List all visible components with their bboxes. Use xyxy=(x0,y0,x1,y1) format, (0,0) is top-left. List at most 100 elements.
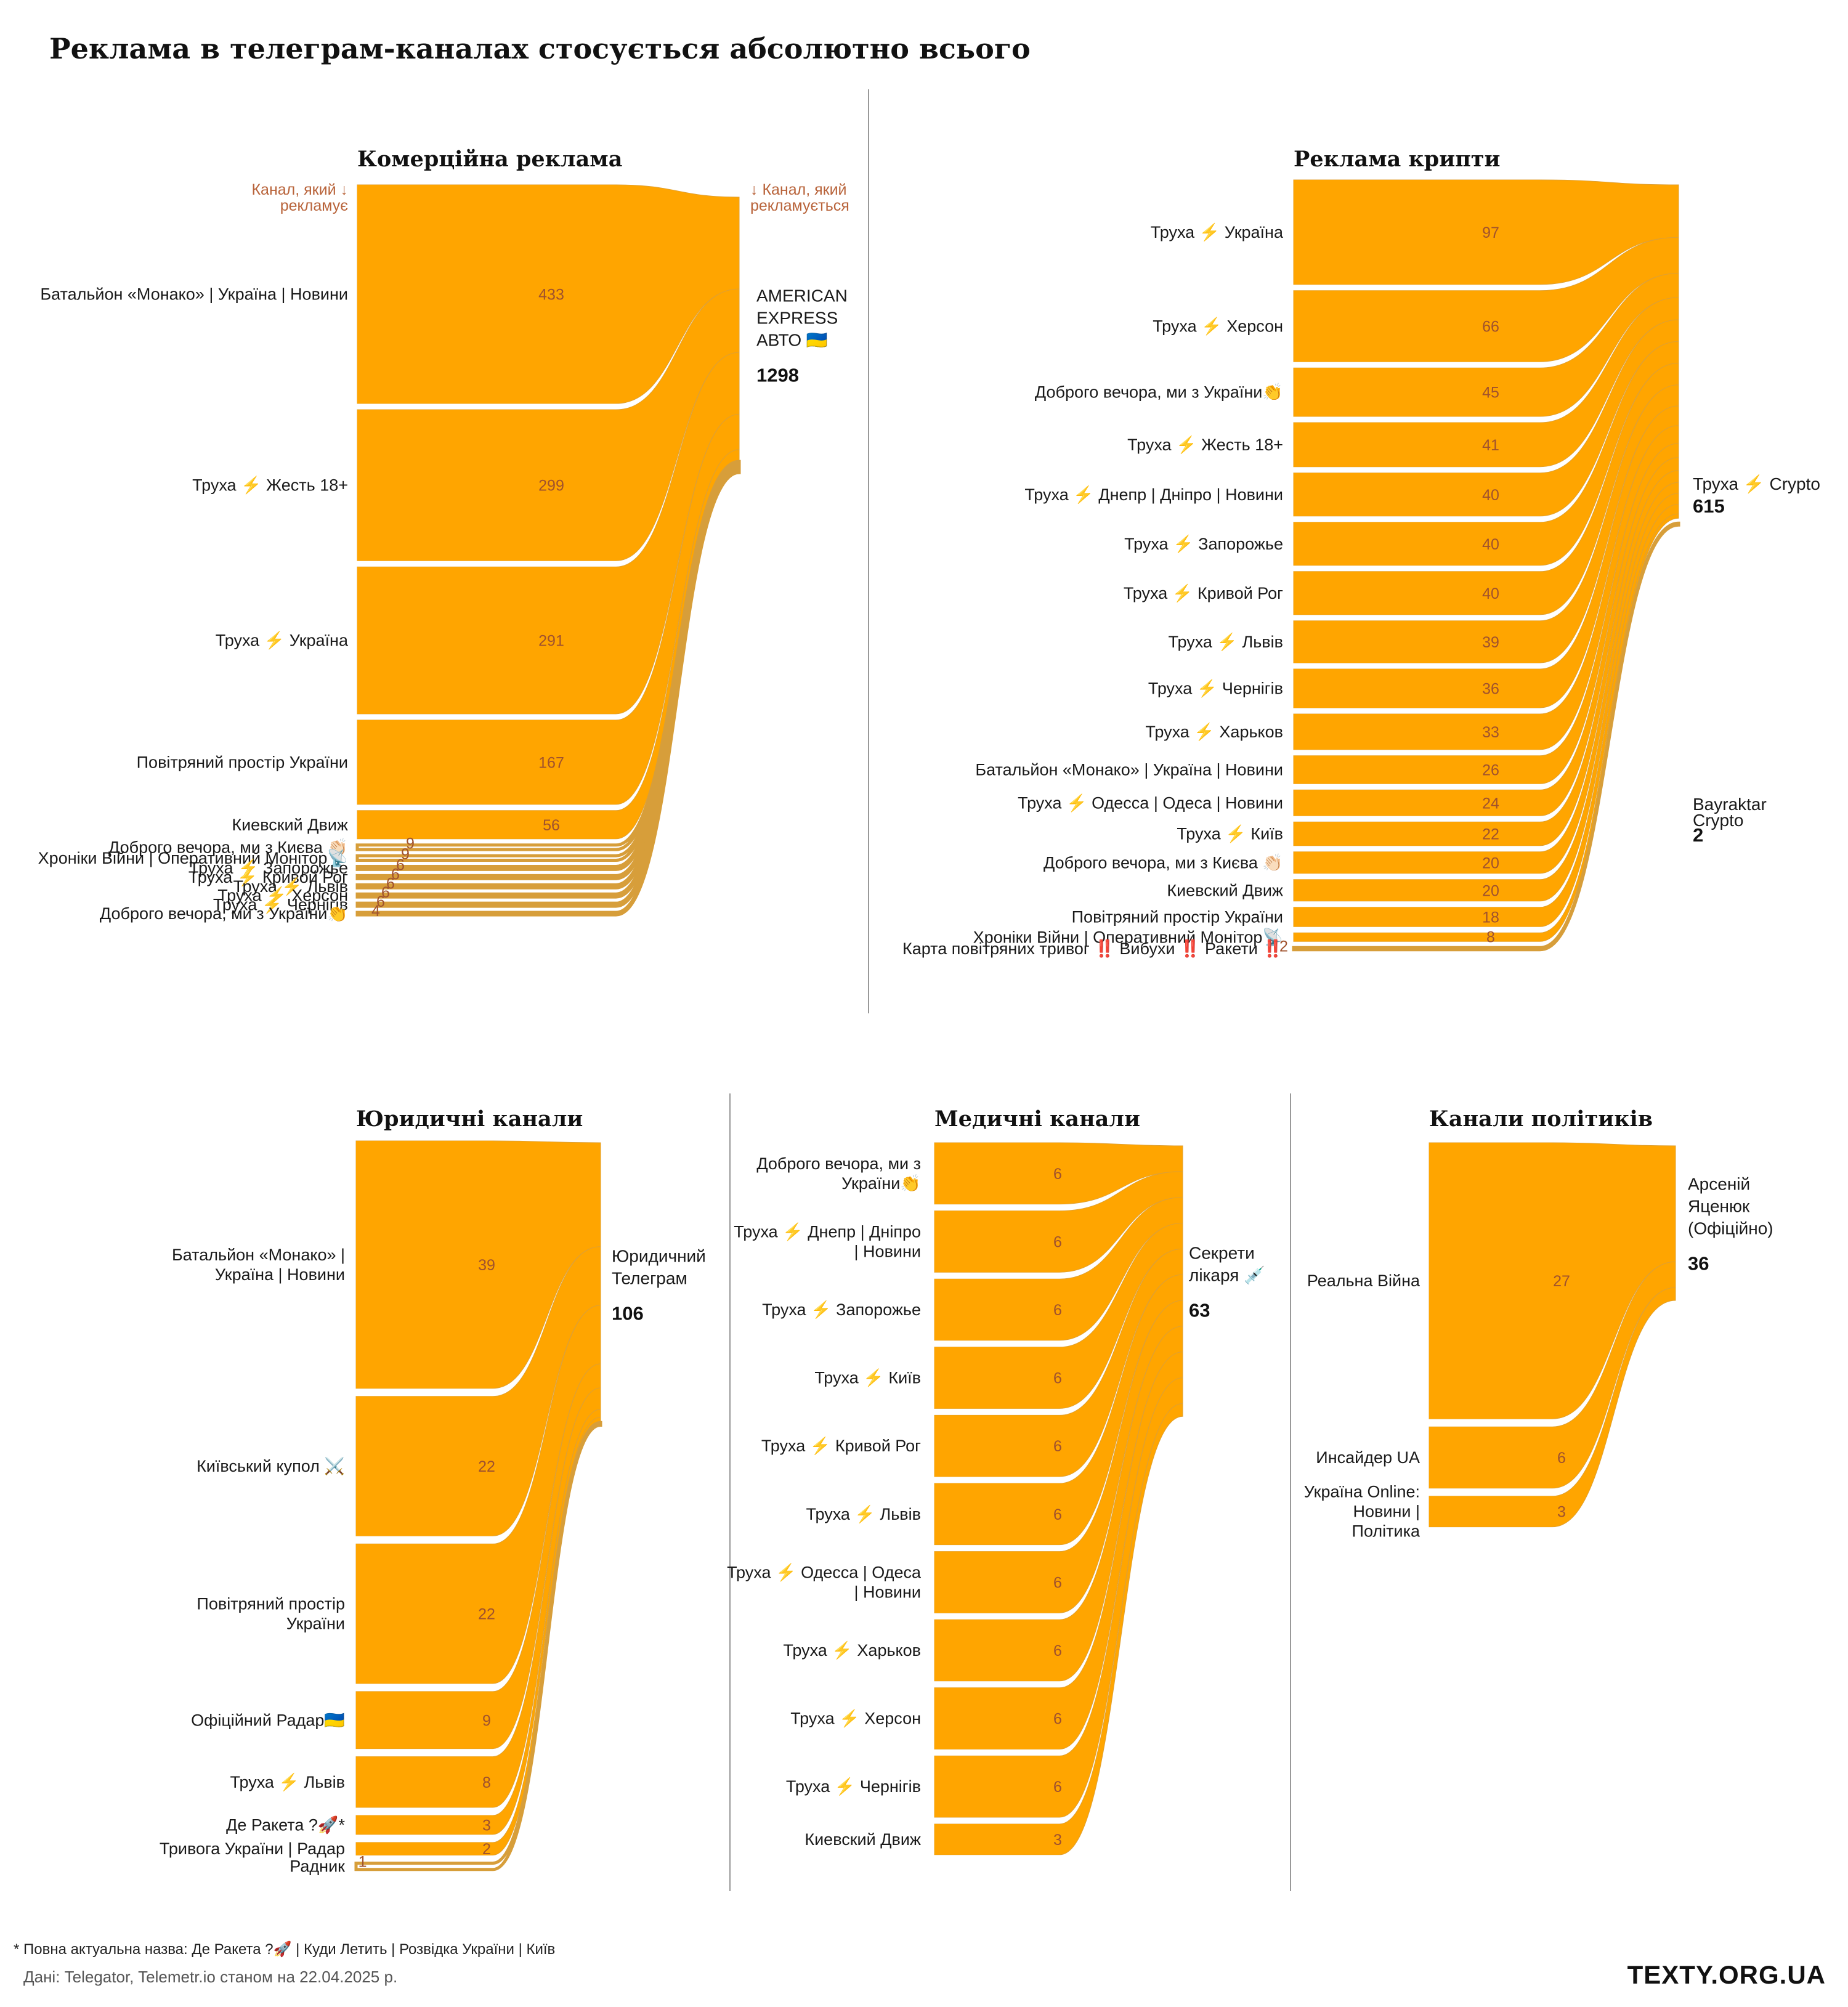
panel-title: Медичні канали xyxy=(934,1106,1140,1132)
source-label: Труха ⚡ Запорожье xyxy=(189,858,348,878)
source-label: Доброго вечора, ми з Києва 👏🏻 xyxy=(108,837,348,856)
target-label: AMERICAN EXPRESS АВТО 🇺🇦 xyxy=(756,286,848,350)
source-label: Повітряний простір України xyxy=(197,1595,345,1633)
source-label: Офіційний Радар🇺🇦 xyxy=(191,1711,345,1729)
source-node xyxy=(1294,522,1540,566)
source-node xyxy=(1294,472,1540,516)
value-label: 167 xyxy=(538,754,564,771)
value-label: 45 xyxy=(1482,384,1499,402)
target-column-note: ↓ Канал, який рекламується xyxy=(750,181,849,214)
source-label: Батальйон «Монако» | Україна | Новини xyxy=(975,761,1283,779)
source-label: Киевский Движ xyxy=(232,816,348,834)
value-label: 20 xyxy=(1482,854,1499,872)
value-label: 6 xyxy=(1053,1574,1062,1591)
value-label: 56 xyxy=(543,817,560,834)
source-label: Хроніки Війни | Оперативний Монітор📡 xyxy=(973,926,1283,946)
value-label: 22 xyxy=(478,1458,495,1475)
source-node xyxy=(1294,933,1540,942)
source-node xyxy=(934,1210,1060,1273)
source-node xyxy=(1294,368,1540,416)
source-label: Труха ⚡ Чернігів xyxy=(786,1777,921,1796)
source-label: Труха ⚡ Жесть 18+ xyxy=(1127,435,1283,455)
sankey-panel-4 xyxy=(934,1142,1183,1855)
flow-band xyxy=(355,470,741,917)
source-label: Труха ⚡ Україна xyxy=(216,631,349,651)
source-node xyxy=(934,1756,1060,1817)
source-node xyxy=(1294,851,1540,874)
value-label: 33 xyxy=(1482,724,1499,741)
sankey-panel-1-labels: Комерційна реклама 433 Батальйон «Монако» … xyxy=(38,147,849,923)
value-label: 9 xyxy=(482,1712,491,1729)
value-label: 4 xyxy=(371,902,380,920)
target-label: Секрети лікаря 💉 xyxy=(1189,1244,1265,1286)
value-label: 41 xyxy=(1482,437,1499,454)
value-label: 97 xyxy=(1482,224,1499,241)
source-label: Труха ⚡ Харьков xyxy=(783,1640,921,1660)
source-label: Труха ⚡ Кривой Рог xyxy=(761,1436,921,1456)
source-label: Радник xyxy=(290,1857,345,1876)
value-label: 6 xyxy=(381,884,390,901)
source-label: Труха ⚡ Запорожье xyxy=(1124,534,1283,554)
source-node xyxy=(356,1141,493,1389)
source-label: Киевский Движ xyxy=(804,1830,921,1849)
value-label: 66 xyxy=(1482,318,1499,336)
source-label: Доброго вечора, ми з України👏 xyxy=(100,904,348,923)
value-label: 22 xyxy=(478,1606,495,1623)
source-label: Труха ⚡ Херсон xyxy=(1153,317,1283,336)
value-label: 26 xyxy=(1482,762,1499,779)
value-label: 22 xyxy=(1482,826,1499,843)
source-node xyxy=(934,1415,1060,1477)
value-label: 8 xyxy=(1486,928,1495,946)
source-label: Труха ⚡ Київ xyxy=(814,1368,921,1388)
source-node xyxy=(934,1551,1060,1613)
footnote: * Повна актуальна назва: Де Ракета ?🚀 | … xyxy=(14,1941,556,1958)
source-label: Реальна Війна xyxy=(1307,1271,1420,1290)
source-label: Киевский Движ xyxy=(1167,881,1283,899)
source-node xyxy=(1294,822,1540,846)
value-label: 2 xyxy=(482,1841,491,1858)
value-label: 24 xyxy=(1482,795,1499,812)
value-label: 40 xyxy=(1482,585,1499,602)
value-label: 6 xyxy=(1053,1302,1062,1319)
panel-title: Реклама крипти xyxy=(1294,147,1500,172)
sankey-panel-2 xyxy=(1292,179,1680,952)
sankey-panel-2-labels: Реклама крипти 97 Труха ⚡ Україна 66 Труха ⚡… xyxy=(902,147,1820,958)
sankey-panel-4-labels: Медичні канали 6 Доброго вечора, ми з Украї… xyxy=(727,1106,1265,1849)
chart-title: Реклама в телеграм-каналах стосується аб… xyxy=(49,32,1031,65)
panel-title: Юридичні канали xyxy=(356,1106,583,1132)
source-label: Повітряний простір України xyxy=(1072,908,1283,926)
source-node xyxy=(934,1279,1060,1340)
source-node xyxy=(1294,879,1540,901)
source-node xyxy=(1294,907,1540,927)
source-label: Труха ⚡ Львів xyxy=(1169,632,1284,652)
source-node xyxy=(1294,423,1540,467)
sankey-panel-1 xyxy=(355,184,741,917)
source-label: Труха ⚡ Одесса | Одеса | Новини xyxy=(1018,793,1283,813)
value-label: 299 xyxy=(538,477,564,495)
value-label: 6 xyxy=(1053,1166,1062,1183)
source-label: Труха ⚡ Запорожье xyxy=(762,1300,921,1320)
value-label: 6 xyxy=(1053,1438,1062,1455)
source-label: Инсайдер UA xyxy=(1316,1448,1420,1467)
source-label: Батальйон «Монако» | Україна | Новини xyxy=(40,285,348,304)
value-label: 8 xyxy=(482,1774,491,1791)
source-node xyxy=(1429,1427,1552,1488)
target-total: 63 xyxy=(1189,1300,1210,1321)
source-node xyxy=(934,1483,1060,1545)
source-node xyxy=(1429,1143,1552,1419)
source-label: Труха ⚡ Чернігів xyxy=(213,895,348,915)
source-label: Труха ⚡ Україна xyxy=(1151,222,1284,242)
value-label: 1 xyxy=(359,1854,367,1871)
source-label: Тривога України | Радар xyxy=(160,1839,345,1858)
source-label: Труха ⚡ Херсон xyxy=(217,886,348,906)
source-node xyxy=(357,185,616,404)
value-label: 433 xyxy=(538,286,564,304)
value-label: 6 xyxy=(396,856,405,874)
value-label: 39 xyxy=(478,1257,495,1274)
source-node xyxy=(357,810,616,839)
source-label: Труха ⚡ Херсон xyxy=(790,1709,921,1729)
value-label: 3 xyxy=(1557,1504,1566,1521)
source-label: Труха ⚡ Київ xyxy=(1177,824,1283,844)
value-label: 36 xyxy=(1482,681,1499,698)
